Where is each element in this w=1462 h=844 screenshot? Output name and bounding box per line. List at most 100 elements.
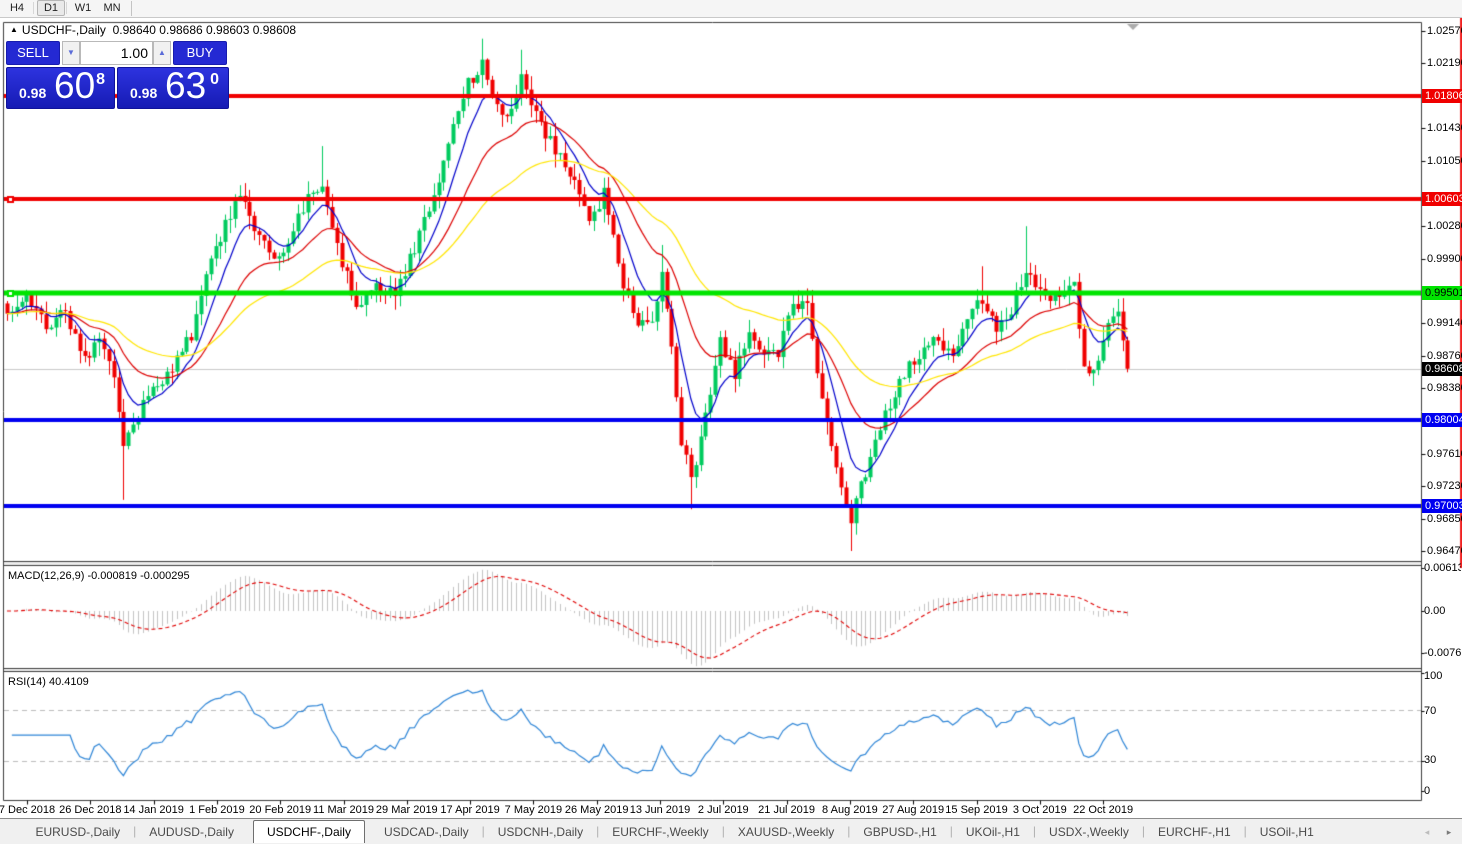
time-axis-label: 26 May 2019 — [564, 804, 629, 816]
rsi-label: RSI(14) 40.4109 — [8, 676, 89, 688]
one-click-trade-panel: SELL ▼ ▲ BUY 0.98 60 8 0.98 63 0 — [6, 41, 229, 109]
sell-price-big: 60 — [54, 65, 96, 106]
tab-separator: | — [949, 824, 953, 838]
time-axis-label: 15 Sep 2019 — [945, 804, 1008, 816]
price-level-badge: 1.00603 — [1422, 191, 1462, 206]
buy-price-prefix: 0.98 — [130, 85, 158, 101]
time-axis-label: 2 Jul 2019 — [697, 804, 749, 816]
sell-price-prefix: 0.98 — [19, 85, 47, 101]
toolbar-separator — [33, 2, 34, 14]
toolbar-separator — [131, 1, 132, 16]
time-axis-label: 29 Mar 2019 — [375, 804, 438, 816]
macd-axis-label: -0.0076123 — [1424, 647, 1461, 659]
tabs-scroll-left-button[interactable]: ◂ — [1424, 827, 1430, 837]
time-axis-label: 27 Aug 2019 — [882, 804, 945, 816]
volume-decrease-button[interactable]: ▼ — [62, 41, 80, 65]
time-axis-label: 3 Oct 2019 — [1012, 804, 1067, 816]
timeframe-button-d1[interactable]: D1 — [37, 0, 65, 16]
triangle-up-icon[interactable]: ▲ — [10, 25, 18, 34]
tab-separator: | — [481, 824, 485, 838]
volume-increase-button[interactable]: ▲ — [153, 41, 171, 65]
toolbar-separator — [66, 2, 67, 14]
rsi-axis-label: 30 — [1424, 754, 1437, 766]
time-axis-label: 22 Oct 2019 — [1073, 804, 1134, 816]
tab-separator: | — [133, 824, 137, 838]
chart-title: ▲ USDCHF-,Daily 0.98640 0.98686 0.98603 0… — [10, 23, 296, 37]
price-level-badge: 0.99501 — [1422, 285, 1462, 300]
chart-tab-eurchf-h1[interactable]: EURCHF-,H1 — [1157, 825, 1231, 839]
macd-axis-label: 0.00613 — [1424, 562, 1461, 574]
chart-tab-usdcnh-daily[interactable]: USDCNH-,Daily — [497, 825, 584, 839]
timeframe-toolbar: H4 D1 W1 MN — [0, 0, 1462, 18]
time-axis-label: 1 Feb 2019 — [189, 804, 245, 816]
time-axis-label: 17 Apr 2019 — [440, 804, 500, 816]
chevron-up-icon: ▲ — [158, 48, 166, 57]
buy-button[interactable]: BUY — [173, 41, 227, 65]
price-axis-tick: 1.01430 — [1427, 122, 1462, 135]
tab-separator: | — [596, 824, 600, 838]
rsi-axis-label: 100 — [1424, 670, 1443, 682]
time-axis-label: 14 Jan 2019 — [123, 804, 184, 816]
price-level-badge: 1.01806 — [1422, 89, 1462, 104]
price-level-badge: 0.97003 — [1422, 498, 1462, 513]
macd-label: MACD(12,26,9) -0.000819 -0.000295 — [8, 570, 190, 582]
chart-tab-xauusd-weekly[interactable]: XAUUSD-,Weekly — [737, 825, 835, 839]
price-axis-tick: 0.96470 — [1427, 545, 1462, 557]
rsi-axis-label: 70 — [1424, 705, 1437, 717]
time-axis-label: 13 Jun 2019 — [629, 804, 691, 816]
sell-price-pip: 8 — [96, 71, 105, 88]
tab-separator: | — [1243, 824, 1247, 838]
buy-price-pip: 0 — [210, 71, 219, 88]
tab-separator: | — [721, 824, 725, 838]
chart-tab-eurusd-daily[interactable]: EURUSD-,Daily — [35, 825, 121, 839]
time-axis-label: 8 Aug 2019 — [822, 804, 878, 816]
chevron-down-icon: ▼ — [67, 48, 75, 57]
sell-button[interactable]: SELL — [6, 41, 60, 65]
ohlc-values: 0.98640 0.98686 0.98603 0.98608 — [112, 23, 297, 37]
timeframe-button-w1[interactable]: W1 — [74, 2, 92, 14]
price-level-badge: 0.98608 — [1422, 361, 1462, 376]
tabs-scroll-right-button[interactable]: ▸ — [1446, 827, 1452, 837]
time-axis-label: 11 Mar 2019 — [313, 804, 374, 816]
time-axis-label: 20 Feb 2019 — [249, 804, 312, 816]
macd-axis-label: 0.00 — [1424, 605, 1446, 617]
chart-tab-audusd-daily[interactable]: AUDUSD-,Daily — [149, 825, 234, 839]
volume-input[interactable] — [80, 41, 153, 65]
buy-price-big: 63 — [165, 65, 207, 106]
symbol-name: USDCHF-,Daily — [21, 23, 106, 37]
chart-tab-ukoil-h1[interactable]: UKOil-,H1 — [965, 825, 1020, 839]
price-axis-tick: 1.02570 — [1427, 25, 1462, 37]
time-axis-label: 26 Dec 2018 — [59, 804, 122, 816]
chart-tab-usoil-h1[interactable]: USOil-,H1 — [1259, 825, 1314, 839]
price-axis-tick: 1.02190 — [1427, 57, 1462, 70]
timeframe-button-h4[interactable]: H4 — [9, 2, 25, 14]
price-level-badge: 0.98004 — [1422, 413, 1462, 428]
price-axis-tick: 1.01050 — [1427, 154, 1462, 167]
tab-separator: | — [1141, 824, 1145, 838]
buy-price-box[interactable]: 0.98 63 0 — [117, 65, 229, 109]
tab-separator: | — [847, 824, 851, 838]
rsi-axis-label: 0 — [1424, 785, 1431, 797]
chart-tab-usdchf-daily[interactable]: USDCHF-,Daily — [252, 820, 365, 843]
chart-tab-usdcad-daily[interactable]: USDCAD-,Daily — [383, 825, 469, 839]
time-axis-label: 7 Dec 2018 — [0, 804, 56, 816]
chart-tab-eurchf-weekly[interactable]: EURCHF-,Weekly — [612, 825, 709, 839]
time-axis-label: 21 Jul 2019 — [758, 804, 816, 816]
sell-price-box[interactable]: 0.98 60 8 — [6, 65, 115, 109]
chart-tab-bar: EURUSD-,Daily | AUDUSD-,Daily USDCHF-,Daily… — [0, 818, 1462, 844]
chart-tab-gbpusd-h1[interactable]: GBPUSD-,H1 — [863, 825, 937, 839]
timeframe-button-mn[interactable]: MN — [103, 2, 121, 14]
time-axis-label: 7 May 2019 — [504, 804, 563, 816]
tab-separator: | — [1032, 824, 1037, 838]
chart-tab-usdx-weekly[interactable]: USDX-,Weekly — [1049, 825, 1129, 839]
